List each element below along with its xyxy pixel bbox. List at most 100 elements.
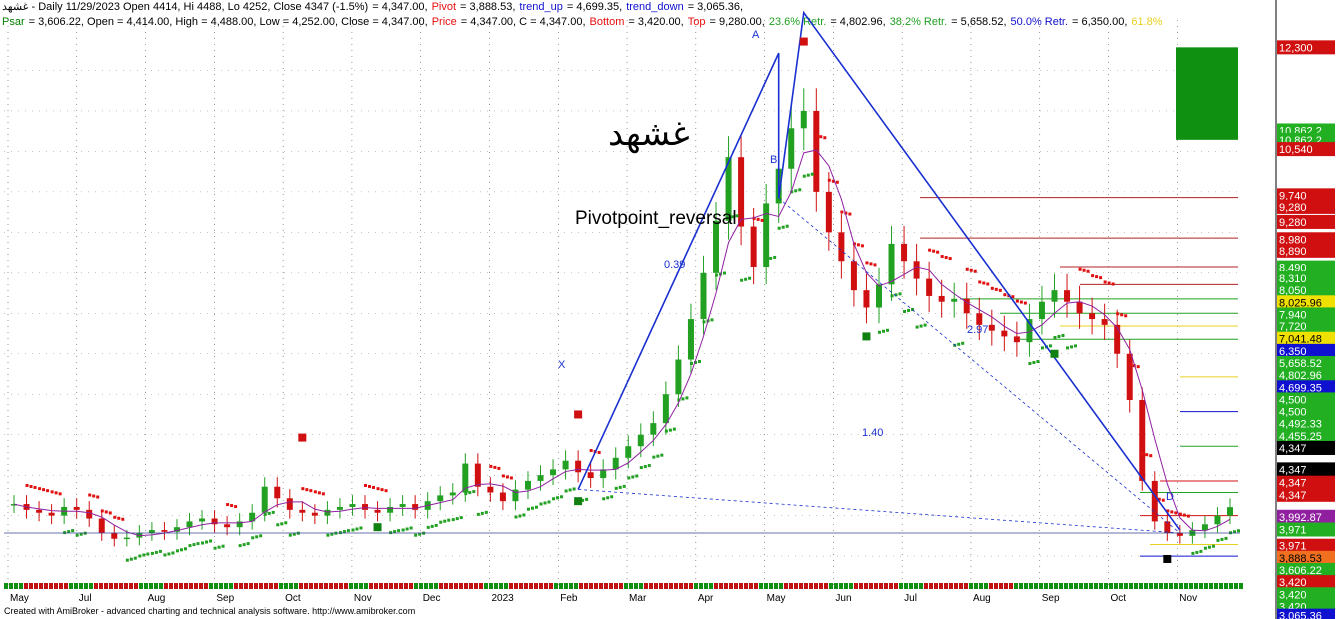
price-tag [1277, 40, 1335, 55]
signal-cell [399, 583, 403, 589]
x-tick-label: 2023 [491, 593, 514, 604]
psar-dots [25, 134, 1240, 562]
fib-ratio-label: A [752, 29, 760, 41]
chart-overlay-text: غشهد Pivotpoint_reversal 0.39 2.97 1.40 A B X D [558, 29, 1174, 503]
footer-credit: Created with AmiBroker - advanced charti… [4, 606, 416, 616]
psar-dot [439, 520, 443, 524]
signal-cell [559, 583, 563, 589]
psar-dot [1178, 512, 1182, 516]
psar-dot [564, 489, 568, 493]
green-block [1176, 47, 1238, 140]
header-segment: = 3,065.36, [687, 1, 744, 13]
x-tick-label: Nov [1179, 593, 1197, 604]
psar-dot [25, 483, 29, 487]
signal-cell [979, 583, 983, 589]
psar-dot [823, 136, 827, 140]
psar-dot [42, 488, 46, 492]
psar-dot [957, 342, 961, 346]
signal-cell [279, 583, 283, 589]
signal-cell [759, 583, 763, 589]
signal-cell [524, 583, 528, 589]
psar-dot [1124, 314, 1128, 318]
psar-dot [238, 544, 242, 548]
signal-cell [499, 583, 503, 589]
candle-body [412, 504, 419, 510]
header-segment: = 4,347.00, C = 4,347.00, [460, 16, 586, 28]
psar-dot [885, 328, 889, 332]
signal-cell [634, 583, 638, 589]
signal-cell [639, 583, 643, 589]
psar-dot [982, 281, 986, 285]
psar-dot [881, 329, 885, 333]
psar-dot [534, 505, 538, 509]
price-tag [1277, 199, 1335, 214]
signal-cell [849, 583, 853, 589]
psar-dot [309, 489, 313, 493]
psar-dot [1103, 280, 1107, 284]
x-tick-label: Aug [148, 593, 166, 604]
psar-dot [589, 449, 593, 453]
candle-body [788, 128, 795, 169]
signal-cell [1044, 583, 1048, 589]
x-tick-label: Dec [423, 593, 441, 604]
signal-cell [1169, 583, 1173, 589]
psar-dot [514, 515, 518, 519]
signal-cell [999, 583, 1003, 589]
psar-dot [489, 464, 493, 468]
candle-body [763, 203, 770, 268]
candle-body [813, 110, 820, 192]
psar-dot [890, 294, 894, 298]
psar-dot [242, 543, 246, 547]
x-tick-label: Aug [973, 593, 991, 604]
candle-body [211, 518, 218, 525]
psar-dot [1003, 293, 1007, 297]
signal-cell [884, 583, 888, 589]
candle-body [1126, 353, 1133, 400]
signal-cell [1124, 583, 1128, 589]
candle-body [299, 509, 306, 513]
signal-cell [394, 583, 398, 589]
signal-cell [204, 583, 208, 589]
candle-body [499, 492, 506, 502]
psar-dot [1199, 549, 1203, 553]
signal-cell [679, 583, 683, 589]
x-tick-label: Mar [629, 593, 647, 604]
psar-dot [773, 255, 777, 259]
candle-body [173, 527, 180, 532]
signal-cell [29, 583, 33, 589]
psar-dot [1195, 550, 1199, 554]
signal-cell [129, 583, 133, 589]
signal-cell [859, 583, 863, 589]
signal-cell [1139, 583, 1143, 589]
fib-ratio-label: B [770, 154, 777, 166]
psar-dot [518, 514, 522, 518]
psar-dot [108, 511, 112, 515]
signal-cell [784, 583, 788, 589]
psar-dot [998, 288, 1002, 292]
signal-cell [329, 583, 333, 589]
psar-dot [259, 534, 263, 538]
psar-dot [1032, 361, 1036, 364]
header-segment: Psar [2, 16, 25, 28]
psar-dot [1011, 295, 1015, 299]
psar-dot [497, 466, 501, 470]
psar-dot [234, 505, 238, 509]
psar-dot [1091, 274, 1095, 278]
signal-cell [349, 583, 353, 589]
psar-dot [693, 361, 697, 364]
candle-body [1001, 330, 1008, 337]
header-segment: trend_down [626, 1, 684, 13]
psar-dot [597, 451, 601, 455]
candle-body [111, 532, 118, 539]
signal-cell [1159, 583, 1163, 589]
price-tag [1277, 214, 1335, 229]
psar-dot [1157, 497, 1161, 501]
psar-dot [907, 308, 911, 312]
psar-dot [660, 453, 664, 457]
signal-cell [959, 583, 963, 589]
psar-dot [961, 341, 965, 345]
signal-cell [1224, 583, 1228, 589]
psar-dot [614, 486, 618, 490]
price-tag-label: 5,658.52 [1279, 358, 1322, 370]
